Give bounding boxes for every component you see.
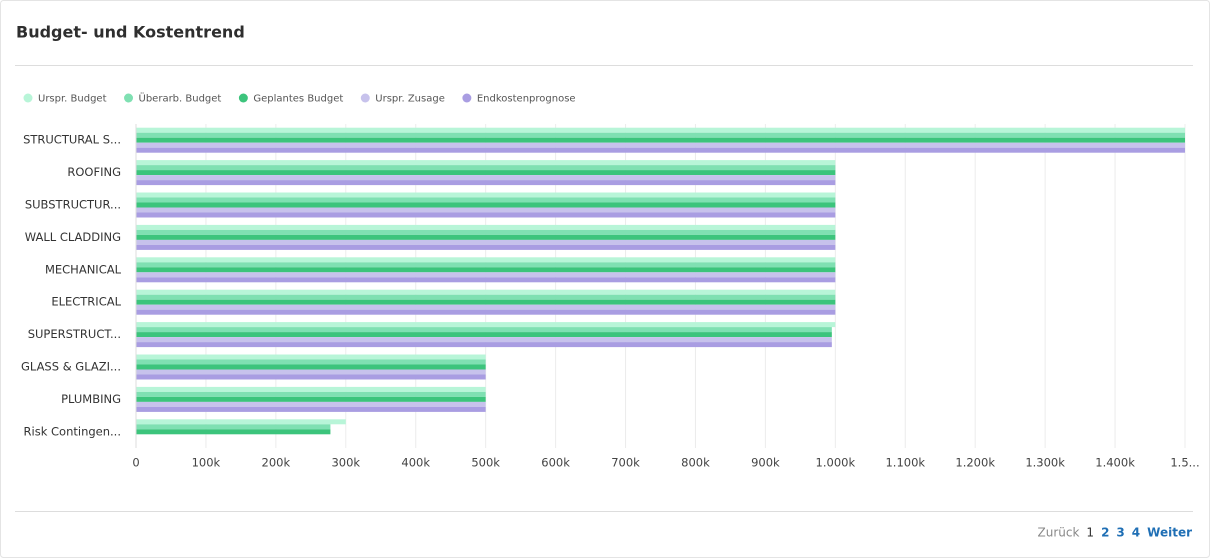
y-tick-label: WALL CLADDING (25, 230, 121, 244)
bar (136, 342, 832, 348)
bar (136, 294, 836, 300)
bar (136, 170, 836, 176)
bar (136, 202, 836, 208)
x-tick-label: 1.000k (816, 456, 856, 470)
bar (136, 374, 486, 380)
bar (136, 180, 836, 186)
x-tick-label: 300k (331, 456, 360, 470)
bar (136, 207, 836, 213)
bar (136, 396, 486, 402)
y-tick-label: ROOFING (67, 165, 121, 179)
bar (136, 244, 836, 250)
y-tick-label: ELECTRICAL (51, 295, 121, 309)
bar (136, 429, 331, 435)
x-tick-label: 1.300k (1025, 456, 1065, 470)
bar (136, 369, 486, 375)
bar (136, 262, 836, 268)
legend-swatch (238, 93, 248, 103)
bar (136, 299, 836, 305)
bar (136, 267, 836, 273)
bar (136, 289, 836, 295)
page-link[interactable]: Weiter (1147, 526, 1192, 540)
bar (136, 192, 836, 198)
legend-swatch (462, 93, 472, 103)
bar (136, 332, 832, 338)
bar (136, 386, 486, 392)
bar (136, 234, 836, 240)
legend-label: Überarb. Budget (139, 92, 222, 105)
bar (136, 147, 1185, 153)
x-tick-label: 600k (541, 456, 570, 470)
x-tick-label: 800k (681, 456, 710, 470)
legend-label: Urspr. Zusage (375, 94, 445, 105)
page-link[interactable]: 3 (1116, 526, 1124, 540)
bar (136, 309, 836, 315)
page-link[interactable]: 2 (1101, 526, 1109, 540)
y-tick-label: SUBSTRUCTUR... (25, 198, 121, 212)
x-tick-label: 200k (262, 456, 291, 470)
bar (136, 277, 836, 283)
y-tick-label: PLUMBING (61, 392, 121, 406)
bar (136, 391, 486, 397)
widget-title: Budget- und Kostentrend (16, 23, 245, 42)
y-tick-label: Risk Contingen... (24, 424, 121, 438)
bar (136, 137, 1185, 143)
bar (136, 132, 1185, 138)
bar (136, 175, 836, 181)
bar (136, 239, 836, 245)
bar (136, 197, 836, 203)
x-tick-label: 500k (471, 456, 500, 470)
x-tick-label: 900k (751, 456, 780, 470)
bar (136, 160, 836, 166)
bar (136, 364, 486, 370)
bar (136, 424, 331, 430)
x-tick-label: 1.5... (1170, 456, 1199, 470)
legend-swatch (360, 93, 370, 103)
bar (136, 322, 836, 328)
y-tick-label: STRUCTURAL S... (23, 133, 121, 147)
x-tick-label: 1.100k (885, 456, 925, 470)
bar (136, 229, 836, 235)
legend-label: Geplantes Budget (253, 94, 343, 105)
legend-label: Urspr. Budget (38, 94, 107, 105)
bar (136, 401, 486, 407)
y-tick-label: SUPERSTRUCT... (28, 327, 121, 341)
page-link[interactable]: 4 (1132, 526, 1140, 540)
bar (136, 127, 1185, 133)
bar (136, 419, 346, 425)
bar (136, 142, 1185, 148)
y-tick-label: MECHANICAL (45, 262, 122, 276)
x-tick-label: 1.400k (1095, 456, 1135, 470)
bar (136, 359, 486, 365)
x-tick-label: 1.200k (955, 456, 995, 470)
bar (136, 304, 836, 310)
bar (136, 212, 836, 218)
bar (136, 406, 486, 412)
legend-label: Endkostenprognose (477, 94, 576, 105)
x-tick-label: 100k (192, 456, 221, 470)
page-link[interactable]: 1 (1086, 526, 1094, 540)
bar (136, 257, 836, 263)
x-tick-label: 700k (611, 456, 640, 470)
bar (136, 272, 836, 278)
x-tick-label: 0 (132, 456, 139, 470)
bar (136, 224, 836, 230)
legend-swatch (23, 93, 33, 103)
bar (136, 327, 832, 333)
y-tick-label: GLASS & GLAZI... (21, 360, 121, 374)
legend-swatch (124, 93, 134, 103)
bar (136, 354, 486, 360)
pagination: Zurück 1 2 3 4 Weiter (1038, 526, 1193, 540)
bar (136, 337, 832, 343)
page-link[interactable]: Zurück (1038, 526, 1080, 540)
x-tick-label: 400k (401, 456, 430, 470)
bar (136, 165, 836, 171)
